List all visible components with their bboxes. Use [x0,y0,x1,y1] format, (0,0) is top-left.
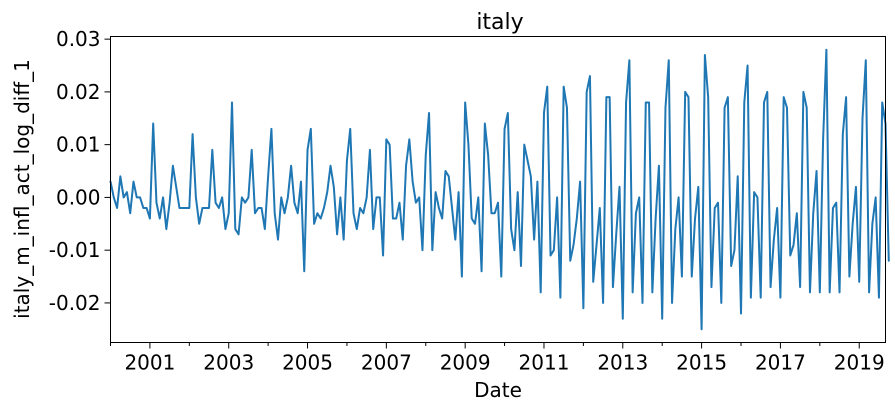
y-tick-label: 0.01 [56,133,101,157]
x-tick-label: 2003 [203,351,254,375]
y-tick-label: -0.02 [49,291,101,315]
y-tick-label: 0.02 [56,80,101,104]
x-tick-label: 2009 [440,351,491,375]
x-tick-label: 2013 [597,351,648,375]
series-line [109,48,890,331]
y-tick-label: -0.01 [49,238,101,262]
x-axis-ticks: 2001 2003 2005 2007 2009 2011 2013 2015 2017 2019 [110,342,885,375]
y-axis-ticks: 0.03 0.02 0.01 0.00 -0.01 -0.02 [49,27,111,315]
series-lines [109,48,890,331]
x-tick-label: 2017 [755,351,806,375]
y-axis-label: italy_m_infl_act_log_diff_1 [10,59,34,319]
x-tick-label: 2015 [676,351,727,375]
x-axis-label: Date [474,378,522,402]
y-tick-label: 0.00 [56,185,101,209]
x-tick-label: 2005 [282,351,333,375]
plot-frame [110,36,886,343]
y-tick-label: 0.03 [56,27,101,51]
chart-title: italy [476,10,523,35]
x-tick-label: 2001 [124,351,175,375]
x-tick-label: 2007 [361,351,412,375]
x-tick-label: 2019 [834,351,885,375]
x-tick-label: 2011 [519,351,570,375]
